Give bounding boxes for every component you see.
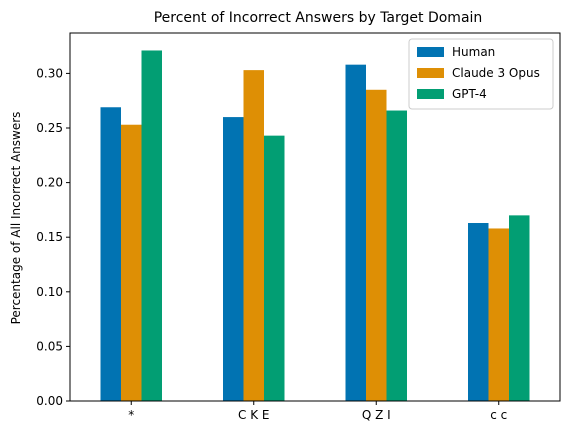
legend-label: Human [452, 45, 495, 59]
bar-gpt-4-3 [386, 110, 407, 401]
bar-claude-3-opus-3 [366, 89, 387, 401]
x-tick-label: Q Z I [362, 408, 391, 422]
bar-claude-3-opus-2 [243, 70, 264, 401]
legend-box [408, 38, 554, 110]
x-tick-label: * [128, 408, 134, 422]
bar-claude-3-opus-4 [488, 228, 509, 401]
bar-gpt-4-2 [264, 135, 285, 401]
chart-title: Percent of Incorrect Answers by Target D… [154, 10, 483, 26]
legend-label: GPT-4 [452, 87, 487, 101]
plot-area: * C K E Q Z I c c 0.00 0.05 0.10 0.15 0.20 0.25 0.… [36, 32, 561, 422]
y-tick-label: 0.10 [36, 285, 63, 299]
legend-swatch [417, 68, 444, 78]
bar-gpt-4-4 [509, 215, 530, 401]
y-tick-label: 0.20 [36, 176, 63, 190]
y-tick-label: 0.05 [36, 339, 63, 353]
bar-claude-3-opus-1 [121, 124, 142, 402]
x-tick-label: c c [490, 408, 507, 422]
axes-frame [69, 32, 561, 402]
legend-swatch [417, 89, 444, 99]
y-axis-label: Percentage of All Incorrect Answers [9, 112, 23, 325]
bar-human-2 [223, 117, 244, 402]
y-tick-label: 0.30 [36, 66, 63, 80]
bar-human-4 [468, 223, 489, 401]
legend-label: Claude 3 Opus [452, 66, 540, 80]
x-tick-label: C K E [238, 408, 269, 422]
y-tick-label: 0.15 [36, 230, 63, 244]
y-tick-label: 0.00 [36, 394, 63, 408]
bar-human-1 [100, 107, 121, 402]
legend-swatch [417, 47, 444, 57]
bar-gpt-4-1 [141, 50, 162, 402]
y-tick-label: 0.25 [36, 121, 63, 135]
bar-human-3 [345, 64, 366, 401]
